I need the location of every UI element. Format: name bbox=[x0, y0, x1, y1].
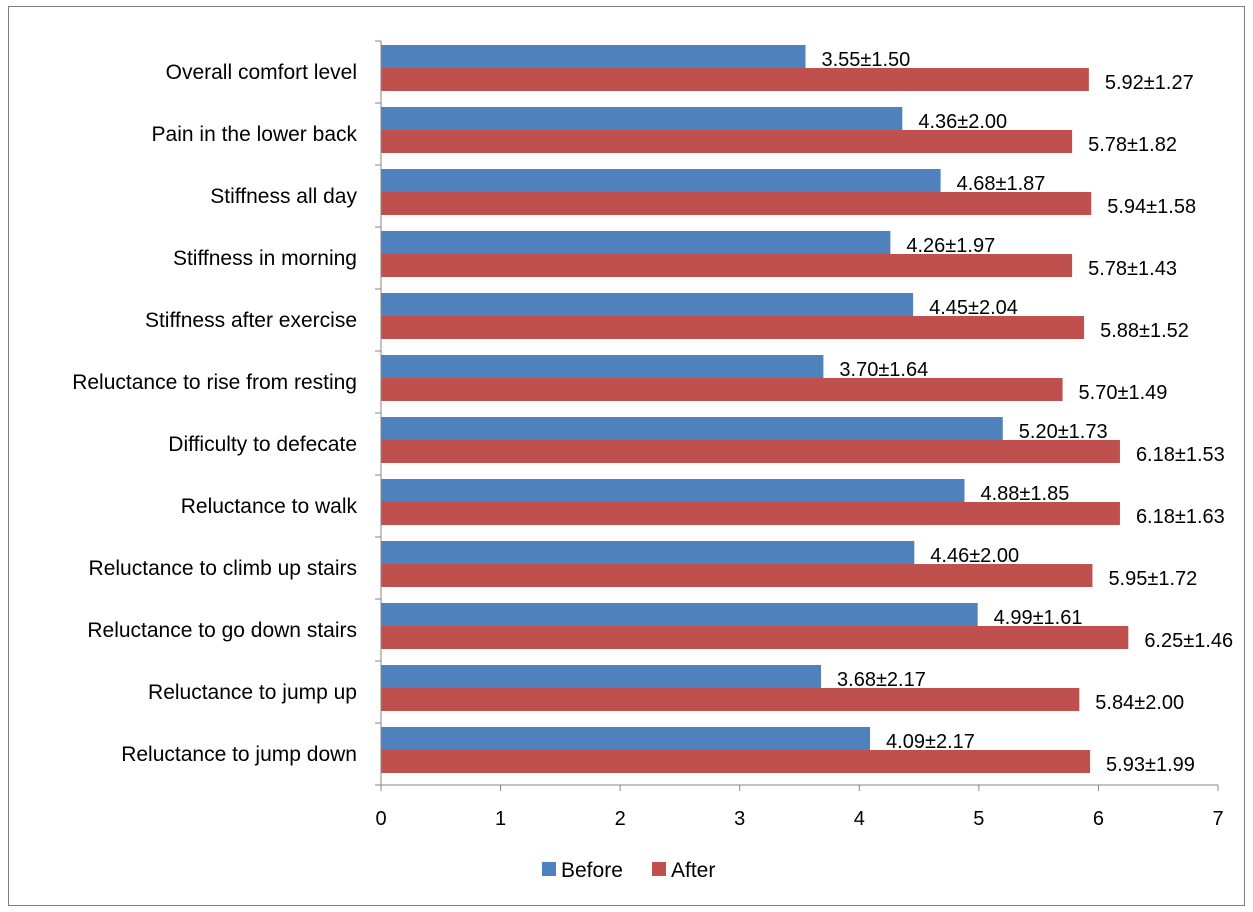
bar-after bbox=[381, 750, 1091, 773]
category-label: Overall comfort level bbox=[166, 61, 357, 84]
x-tick-label: 6 bbox=[1093, 808, 1104, 830]
data-label-after: 5.78±1.43 bbox=[1088, 258, 1177, 280]
data-label-before: 4.88±1.85 bbox=[981, 483, 1070, 505]
data-label-before: 4.68±1.87 bbox=[957, 173, 1046, 195]
bar-before bbox=[381, 727, 871, 750]
bar-before bbox=[381, 107, 903, 130]
x-tick-label: 1 bbox=[495, 808, 506, 830]
bar-before bbox=[381, 603, 978, 626]
category-label: Reluctance to jump down bbox=[121, 743, 357, 766]
data-label-before: 4.36±2.00 bbox=[918, 111, 1007, 133]
bar-before bbox=[381, 417, 1003, 440]
data-label-after: 5.88±1.52 bbox=[1100, 320, 1189, 342]
x-tick-label: 0 bbox=[375, 808, 386, 830]
category-label: Stiffness in morning bbox=[173, 247, 357, 270]
bar-before bbox=[381, 541, 915, 564]
x-tick-label: 7 bbox=[1212, 808, 1223, 830]
bar-after bbox=[381, 316, 1085, 339]
legend: Before After bbox=[542, 859, 715, 882]
data-label-after: 5.93±1.99 bbox=[1106, 754, 1195, 776]
legend-label-after: After bbox=[671, 859, 715, 882]
bar-after bbox=[381, 626, 1129, 649]
bar-after bbox=[381, 440, 1120, 463]
bar-after bbox=[381, 254, 1073, 277]
category-label: Reluctance to walk bbox=[181, 495, 358, 518]
data-label-before: 5.20±1.73 bbox=[1019, 421, 1108, 443]
data-label-after: 6.18±1.53 bbox=[1136, 444, 1225, 466]
category-label: Reluctance to go down stairs bbox=[87, 619, 357, 642]
data-label-after: 6.25±1.46 bbox=[1144, 630, 1233, 652]
bar-chart: Overall comfort level 3.55±1.50 5.92±1.27 P… bbox=[72, 40, 1233, 882]
category-label: Reluctance to climb up stairs bbox=[89, 557, 357, 580]
category-label: Stiffness after exercise bbox=[145, 309, 357, 332]
bar-before bbox=[381, 355, 824, 378]
data-label-before: 3.68±2.17 bbox=[837, 669, 926, 691]
data-label-after: 5.78±1.82 bbox=[1088, 134, 1177, 156]
legend-label-before: Before bbox=[561, 859, 623, 882]
bar-before bbox=[381, 231, 891, 254]
data-label-after: 5.70±1.49 bbox=[1079, 382, 1168, 404]
bar-before bbox=[381, 293, 914, 316]
bar-after bbox=[381, 130, 1073, 153]
category-label: Reluctance to rise from resting bbox=[72, 371, 357, 394]
legend-swatch-after bbox=[652, 862, 666, 876]
bar-after bbox=[381, 688, 1080, 711]
bar-before bbox=[381, 45, 806, 68]
x-tick-label: 2 bbox=[615, 808, 626, 830]
bar-after bbox=[381, 68, 1089, 91]
data-label-before: 3.70±1.64 bbox=[839, 359, 928, 381]
x-tick-label: 3 bbox=[734, 808, 745, 830]
data-label-after: 5.95±1.72 bbox=[1108, 568, 1197, 590]
data-label-before: 4.09±2.17 bbox=[886, 731, 975, 753]
bar-after bbox=[381, 502, 1120, 525]
bar-after bbox=[381, 378, 1063, 401]
data-label-after: 5.84±2.00 bbox=[1095, 692, 1184, 714]
bar-after bbox=[381, 192, 1092, 215]
category-label: Difficulty to defecate bbox=[168, 433, 357, 456]
data-label-before: 4.26±1.97 bbox=[906, 235, 995, 257]
data-label-after: 5.92±1.27 bbox=[1105, 72, 1194, 94]
bar-after bbox=[381, 564, 1093, 587]
chart-frame: Overall comfort level 3.55±1.50 5.92±1.27 P… bbox=[8, 6, 1245, 906]
x-tick-label: 5 bbox=[973, 808, 984, 830]
data-label-after: 6.18±1.63 bbox=[1136, 506, 1225, 528]
data-label-before: 4.99±1.61 bbox=[994, 607, 1083, 629]
data-label-after: 5.94±1.58 bbox=[1107, 196, 1196, 218]
bar-before bbox=[381, 169, 941, 192]
axes-layer: 0 1 2 3 4 5 6 7 bbox=[375, 40, 1224, 830]
bar-before bbox=[381, 665, 822, 688]
data-label-before: 4.46±2.00 bbox=[930, 545, 1019, 567]
bars-layer: Overall comfort level 3.55±1.50 5.92±1.27 P… bbox=[72, 45, 1233, 776]
category-label: Reluctance to jump up bbox=[148, 681, 357, 704]
data-label-before: 3.55±1.50 bbox=[821, 49, 910, 71]
legend-swatch-before bbox=[542, 862, 556, 876]
bar-before bbox=[381, 479, 965, 502]
category-label: Stiffness all day bbox=[210, 185, 357, 208]
x-tick-label: 4 bbox=[854, 808, 865, 830]
data-label-before: 4.45±2.04 bbox=[929, 297, 1018, 319]
category-label: Pain in the lower back bbox=[152, 123, 358, 146]
